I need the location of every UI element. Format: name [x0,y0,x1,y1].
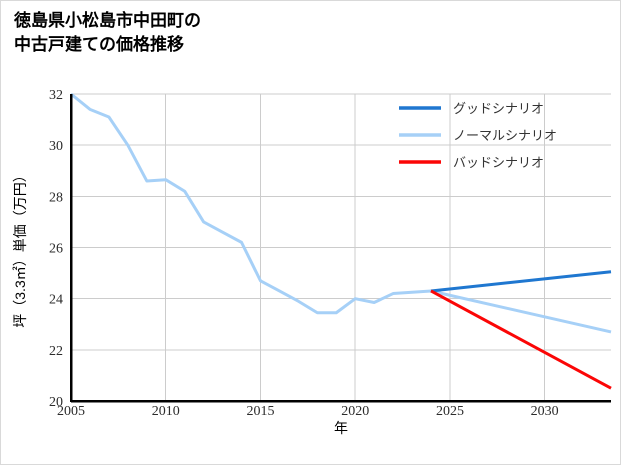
x-axis-tick-labels: 2005 2010 2015 2020 2025 2030 [57,404,559,419]
page-title: 徳島県小松島市中田町の 中古戸建ての価格推移 [14,11,201,55]
y-tick-label: 22 [49,344,63,359]
y-tick-label: 24 [49,293,63,308]
y-tick-label: 26 [49,242,63,257]
legend-label-2: バッドシナリオ [453,155,544,170]
x-tick-label: 2020 [341,404,369,419]
y-tick-label: 32 [49,88,63,103]
x-tick-label: 2015 [246,404,274,419]
series-line-ノーマルシナリオ [70,92,612,334]
legend-label-0: グッドシナリオ [453,101,544,116]
x-tick-label: 2025 [436,404,464,419]
chart-series-group [70,92,612,390]
x-tick-label: 2005 [57,404,85,419]
series-line-グッドシナリオ [430,270,612,293]
y-tick-label: 20 [49,395,63,410]
y-axis-title: 坪（3.3㎡）単価（万円） [12,168,28,327]
y-tick-label: 28 [49,190,63,205]
y-axis-tick-labels: 20 22 24 26 28 30 32 [49,88,63,410]
series-line-バッドシナリオ [430,289,612,390]
chart-axis-lines [69,94,611,403]
y-tick-label: 30 [49,139,63,154]
legend-label-1: ノーマルシナリオ [453,128,557,143]
x-axis-title: 年 [334,420,348,436]
x-tick-label: 2030 [531,404,559,419]
x-tick-label: 2010 [152,404,180,419]
